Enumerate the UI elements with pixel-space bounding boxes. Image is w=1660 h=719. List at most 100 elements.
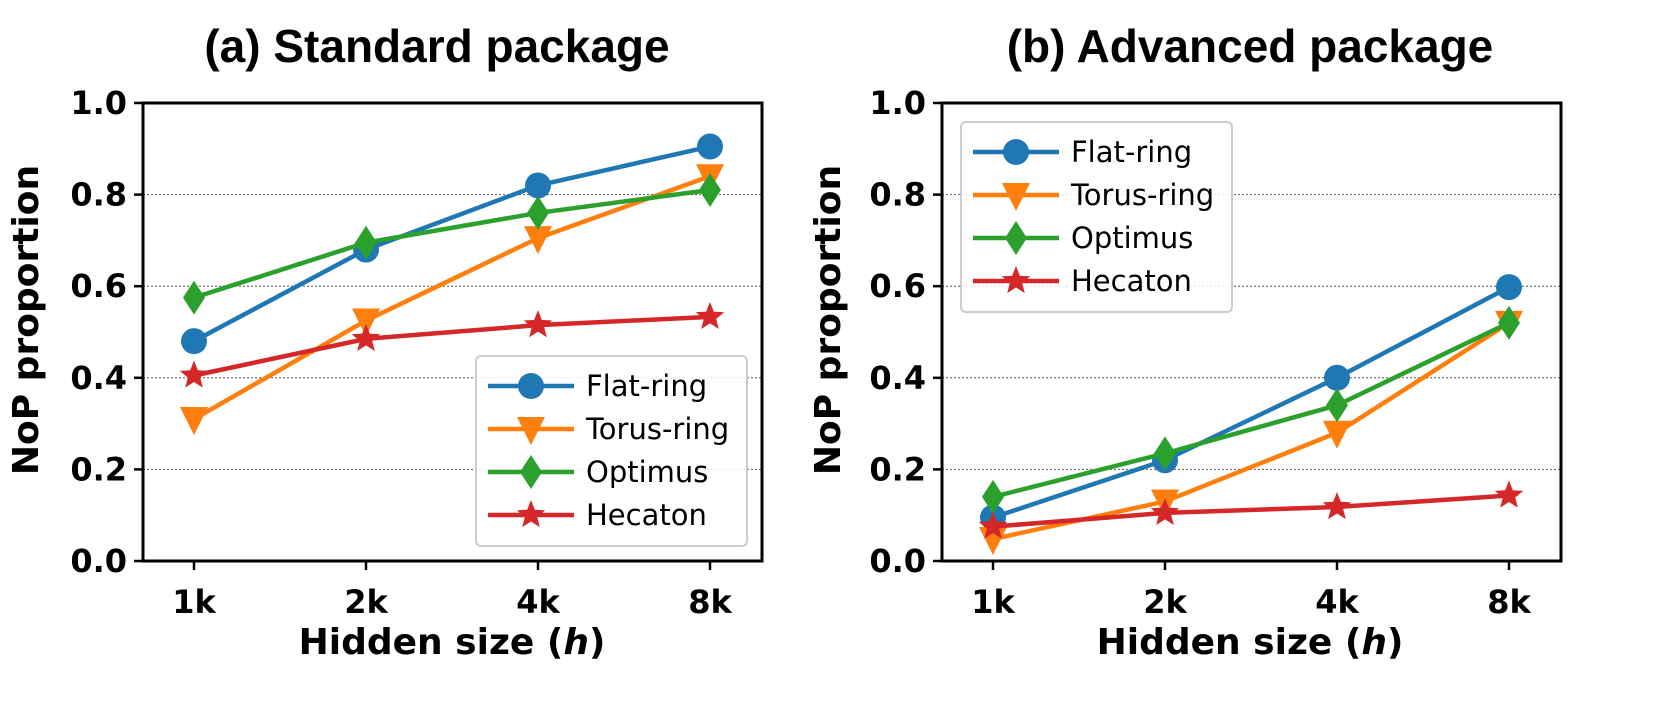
series-line xyxy=(192,144,711,344)
x-tick-label: 4k xyxy=(1315,583,1359,621)
legend-marker xyxy=(1003,139,1029,165)
legend-entry: Optimus xyxy=(973,221,1193,255)
data-point xyxy=(1326,388,1348,423)
legend-marker xyxy=(1002,183,1030,211)
legend-label: Hecaton xyxy=(1071,264,1192,298)
y-tick-label: 1.0 xyxy=(70,84,127,122)
legend-label: Optimus xyxy=(586,455,708,489)
legend-marker xyxy=(1005,221,1027,255)
y-tick-label: 0.2 xyxy=(70,450,127,488)
y-tick-label: 0.4 xyxy=(70,359,127,397)
series-line xyxy=(192,174,711,421)
series-optimus xyxy=(982,305,1520,514)
data-point xyxy=(1154,436,1176,471)
chart-title: (b) Advanced package xyxy=(1007,20,1494,72)
data-point xyxy=(1150,497,1180,526)
data-point xyxy=(1496,274,1522,301)
y-tick-label: 0.8 xyxy=(869,176,926,214)
legend-entry: Torus-ring xyxy=(488,412,729,446)
plot-area xyxy=(940,101,1563,563)
data-point xyxy=(697,133,723,160)
x-tick-label: 1k xyxy=(971,583,1015,621)
data-point xyxy=(352,308,380,337)
legend-label: Torus-ring xyxy=(585,412,729,446)
x-axis-label-prefix: Hidden size ( xyxy=(299,622,564,663)
x-tick-label: 8k xyxy=(1487,583,1531,621)
legend-label: Flat-ring xyxy=(1071,135,1192,169)
legend-marker xyxy=(516,500,546,528)
y-tick-label: 0.0 xyxy=(70,542,127,580)
x-axis-label-prefix: Hidden size ( xyxy=(1097,622,1362,663)
data-point xyxy=(181,328,207,355)
x-tick-label: 2k xyxy=(1143,583,1187,621)
x-axis-label-variable: h xyxy=(563,622,589,663)
x-axis-label-suffix: ) xyxy=(1387,622,1403,663)
data-point xyxy=(699,173,721,208)
legend-box xyxy=(960,121,1233,313)
data-point xyxy=(525,172,551,199)
data-point xyxy=(179,360,209,388)
data-point xyxy=(1324,364,1350,391)
series-line xyxy=(193,314,711,378)
legend: Flat-ring Torus-ring Optimus Hecaton xyxy=(960,121,1233,313)
y-tick-label: 0.6 xyxy=(869,267,926,305)
chart-title: (a) Standard package xyxy=(204,20,669,72)
x-axis-label: Hidden size (h) xyxy=(1097,622,1404,663)
x-tick-label: 2k xyxy=(344,583,388,621)
data-point xyxy=(1322,491,1352,520)
data-point xyxy=(1323,420,1351,449)
series-line xyxy=(992,285,1511,520)
data-point xyxy=(523,310,553,338)
y-tick-label: 0.6 xyxy=(70,267,127,305)
y-tick-label: 0.4 xyxy=(869,359,926,397)
series-flat-ring xyxy=(181,133,723,355)
data-point xyxy=(1494,480,1524,508)
legend-entry: Hecaton xyxy=(973,264,1192,298)
legend-marker xyxy=(518,373,544,399)
series-hecaton xyxy=(179,301,725,388)
series-line xyxy=(992,493,1510,529)
legend-label: Optimus xyxy=(1071,221,1193,255)
y-tick-label: 0.0 xyxy=(869,542,926,580)
legend-label: Flat-ring xyxy=(586,369,707,403)
data-point xyxy=(1498,305,1520,340)
x-tick-label: 1k xyxy=(172,583,216,621)
panel-standard-package: (a) Standard package 0.0 0.2 0.4 0.6 0.8 1.0 1k… xyxy=(6,20,764,663)
data-point xyxy=(695,301,725,330)
x-tick-label: 4k xyxy=(516,583,560,621)
data-point xyxy=(180,407,208,436)
x-tick-label: 8k xyxy=(688,583,732,621)
legend-label: Torus-ring xyxy=(1070,178,1214,212)
series-optimus xyxy=(183,173,721,315)
y-tick-label: 0.2 xyxy=(869,450,926,488)
panel-advanced-package: (b) Advanced package 0.0 0.2 0.4 0.6 0.8 1.0 1k… xyxy=(808,20,1563,663)
series-hecaton xyxy=(978,480,1524,539)
data-point xyxy=(978,511,1008,539)
legend-box xyxy=(475,355,748,547)
legend-entry: Torus-ring xyxy=(973,178,1214,212)
y-axis-label: NoP proportion xyxy=(6,165,47,475)
data-point xyxy=(355,225,377,260)
data-point xyxy=(982,479,1004,514)
legend-entry: Flat-ring xyxy=(973,135,1192,169)
y-tick-label: 1.0 xyxy=(869,84,926,122)
data-point xyxy=(527,195,549,230)
series-line xyxy=(193,187,711,300)
x-axis-label-variable: h xyxy=(1361,622,1387,663)
legend: Flat-ring Torus-ring Optimus Hecaton xyxy=(475,355,748,547)
grid xyxy=(143,194,762,470)
legend-entry: Flat-ring xyxy=(488,369,707,403)
x-axis-label: Hidden size (h) xyxy=(299,622,606,663)
legend-entry: Hecaton xyxy=(488,498,707,532)
x-axis-label-suffix: ) xyxy=(589,622,605,663)
y-tick-label: 0.8 xyxy=(70,176,127,214)
legend-marker xyxy=(520,455,542,489)
series-torus-ring xyxy=(979,310,1523,556)
plot-area xyxy=(141,101,764,563)
y-axis-label: NoP proportion xyxy=(808,165,849,475)
data-point xyxy=(351,323,381,352)
series-line xyxy=(992,320,1510,500)
legend-marker xyxy=(1001,266,1031,294)
legend-label: Hecaton xyxy=(586,498,707,532)
